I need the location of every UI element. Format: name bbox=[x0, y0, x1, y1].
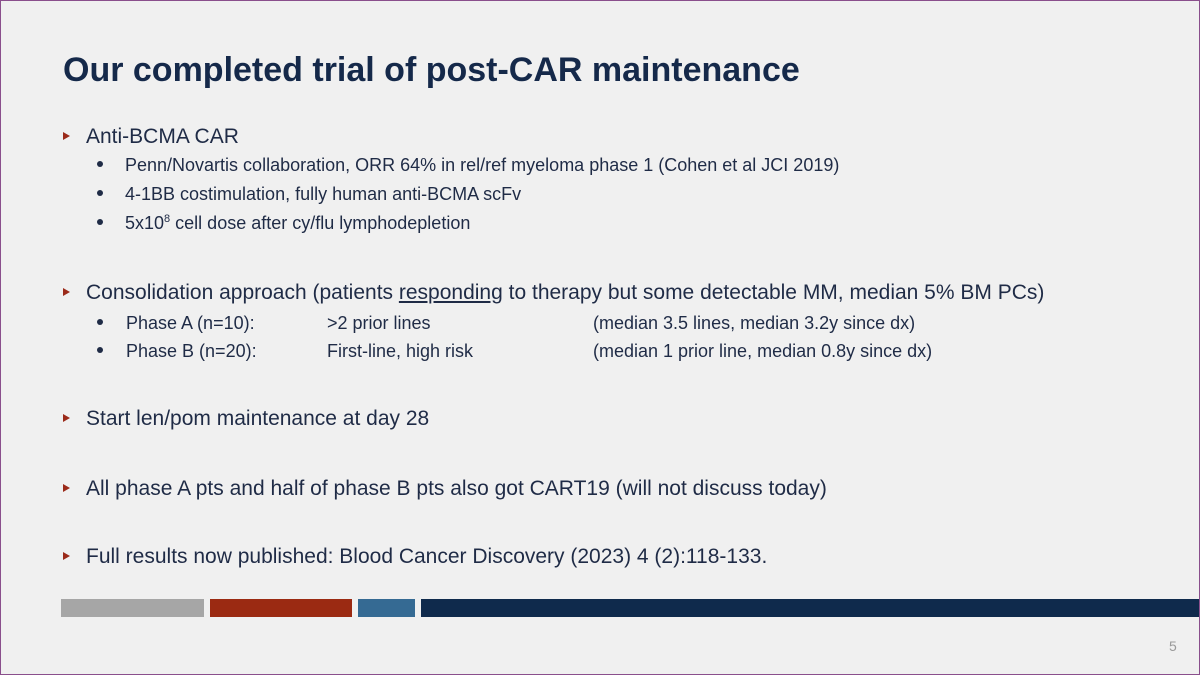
bullet-text: All phase A pts and half of phase B pts … bbox=[86, 477, 827, 500]
sub-bullet-text-pre: 5x10 bbox=[125, 213, 165, 233]
bullet-text: Anti-BCMA CAR bbox=[86, 125, 239, 148]
dot-bullet-icon bbox=[97, 347, 103, 353]
bullet-anti-bcma: Anti-BCMA CAR bbox=[63, 125, 239, 149]
bullet-text-underlined: responding bbox=[398, 281, 503, 304]
dot-bullet-icon bbox=[97, 161, 103, 167]
sub-bullet-dose: 5x108 cell dose after cy/flu lymphodeple… bbox=[97, 213, 470, 234]
dot-bullet-icon bbox=[97, 219, 103, 225]
arrow-bullet-icon bbox=[63, 484, 70, 492]
bullet-maintenance: Start len/pom maintenance at day 28 bbox=[63, 407, 429, 431]
footer-bar-blue bbox=[358, 599, 415, 617]
sub-bullet-superscript: 8 bbox=[164, 213, 171, 225]
bullet-consolidation: Consolidation approach (patients respond… bbox=[63, 281, 1044, 305]
bullet-cart19: All phase A pts and half of phase B pts … bbox=[63, 477, 827, 501]
footer-bar-red bbox=[210, 599, 352, 617]
phase-b-label: Phase B (n=20): bbox=[126, 341, 257, 361]
sub-bullet-penn: Penn/Novartis collaboration, ORR 64% in … bbox=[97, 155, 839, 176]
slide-title: Our completed trial of post-CAR maintena… bbox=[63, 51, 800, 89]
dot-bullet-icon bbox=[97, 319, 103, 325]
bullet-text: Full results now published: Blood Cancer… bbox=[86, 545, 768, 568]
arrow-bullet-icon bbox=[63, 288, 70, 296]
bullet-text-post: to therapy but some detectable MM, media… bbox=[502, 281, 1045, 304]
arrow-bullet-icon bbox=[63, 414, 70, 422]
dot-bullet-icon bbox=[97, 190, 103, 196]
arrow-bullet-icon bbox=[63, 132, 70, 140]
phase-b-lines: First-line, high risk bbox=[327, 341, 474, 361]
sub-bullet-costim: 4-1BB costimulation, fully human anti-BC… bbox=[97, 184, 521, 205]
phase-b-detail: (median 1 prior line, median 0.8y since … bbox=[593, 341, 933, 361]
sub-bullet-text: 4-1BB costimulation, fully human anti-BC… bbox=[125, 184, 522, 204]
footer-bar-navy bbox=[421, 599, 1199, 617]
sub-bullet-phase-b: Phase B (n=20): First-line, high risk (med… bbox=[97, 341, 997, 365]
sub-bullet-phase-a: Phase A (n=10): >2 prior lines (median 3.5… bbox=[97, 313, 997, 337]
arrow-bullet-icon bbox=[63, 552, 70, 560]
phase-a-lines: >2 prior lines bbox=[327, 313, 431, 333]
footer-bar-gray bbox=[61, 599, 204, 617]
sub-bullet-text-post: cell dose after cy/flu lymphodepletion bbox=[170, 213, 471, 233]
phase-a-label: Phase A (n=10): bbox=[126, 313, 255, 333]
phase-a-detail: (median 3.5 lines, median 3.2y since dx) bbox=[593, 313, 916, 333]
bullet-text-pre: Consolidation approach (patients bbox=[86, 281, 399, 304]
bullet-published: Full results now published: Blood Cancer… bbox=[63, 545, 767, 569]
bullet-text: Start len/pom maintenance at day 28 bbox=[86, 407, 430, 430]
sub-bullet-text: Penn/Novartis collaboration, ORR 64% in … bbox=[125, 155, 840, 175]
page-number: 5 bbox=[1169, 638, 1177, 654]
